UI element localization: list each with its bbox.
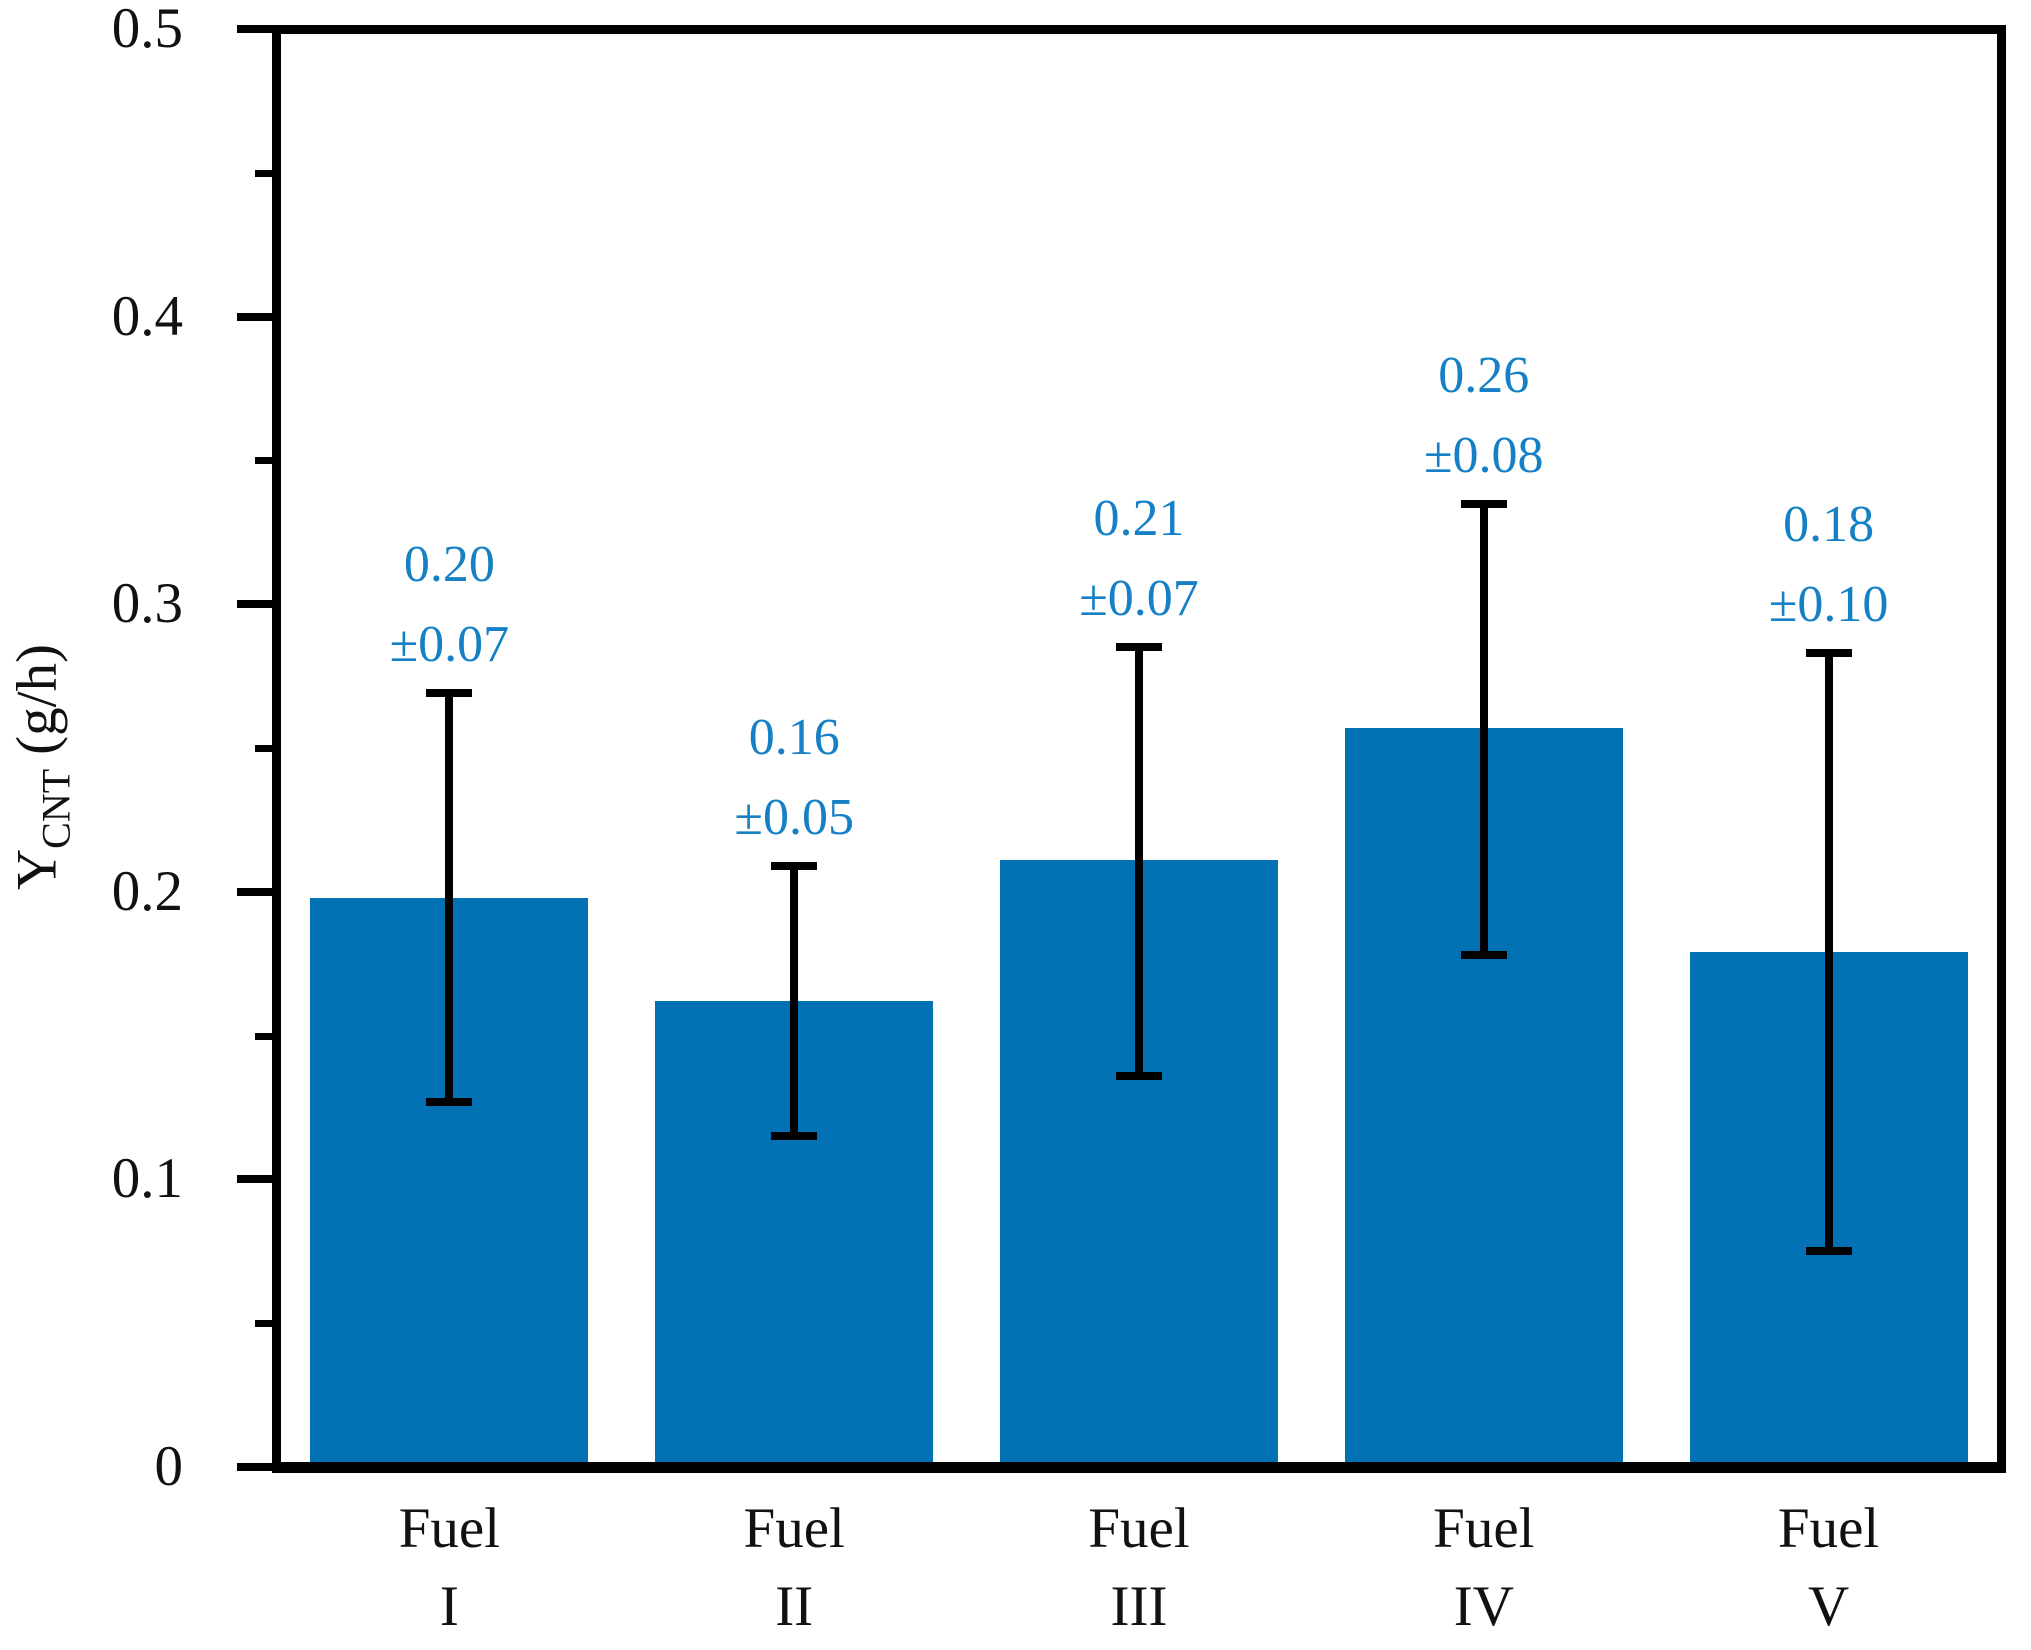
bar-value-label: 0.26 ±0.08 (1312, 336, 1656, 496)
x-category-line2: V (1808, 1575, 1850, 1638)
x-category-line1: Fuel (1433, 1497, 1535, 1560)
bar-value-label: 0.18 ±0.10 (1657, 485, 2001, 645)
bar-value-text: 0.21 (1093, 490, 1185, 548)
y-axis-title-main: Y (5, 848, 69, 890)
x-category-line1: Fuel (743, 1497, 845, 1560)
y-axis-major-tick (237, 600, 273, 609)
bar-value-label: 0.21 ±0.07 (967, 479, 1311, 639)
error-bar-bottom-cap (426, 1097, 473, 1106)
bar-value-label: 0.20 ±0.07 (277, 525, 621, 685)
bar-error-text: ±0.05 (734, 788, 854, 846)
y-axis-minor-tick (255, 457, 273, 465)
error-bar-top-cap (1116, 643, 1162, 652)
y-axis-minor-tick (255, 1032, 273, 1040)
bar-error-text: ±0.08 (1424, 426, 1544, 484)
y-axis-major-tick (237, 1175, 273, 1184)
y-axis-tick-label: 0.1 (111, 1147, 183, 1211)
x-category-label: Fuel IV (1312, 1490, 1656, 1646)
error-bar-bottom-cap (1805, 1247, 1852, 1256)
bar-error-text: ±0.10 (1768, 576, 1889, 634)
error-bar-line (1479, 503, 1488, 956)
x-category-label: Fuel III (967, 1490, 1311, 1646)
y-axis-title: YCNT (g/h) (5, 644, 80, 890)
bar-value-text: 0.26 (1438, 346, 1530, 404)
x-category-line1: Fuel (398, 1497, 501, 1560)
y-axis-minor-tick (255, 745, 273, 752)
error-bar-bottom-cap (771, 1132, 818, 1141)
y-axis-line (272, 25, 281, 1472)
x-category-line2: IV (1453, 1575, 1514, 1638)
error-bar-line (790, 865, 799, 1137)
y-axis-title-subscript: CNT (33, 768, 79, 849)
bar-value-text: 0.16 (748, 708, 840, 766)
bar-error-text: ±0.07 (1079, 570, 1199, 628)
y-axis-title-units: (g/h) (5, 644, 69, 755)
error-bar-top-cap (1460, 499, 1507, 508)
x-category-line2: III (1110, 1575, 1168, 1638)
x-category-line1: Fuel (1777, 1497, 1880, 1560)
y-axis-minor-tick (255, 1320, 273, 1328)
x-axis-line (272, 1462, 2006, 1473)
bar-value-text: 0.18 (1783, 496, 1875, 554)
y-axis-major-tick (237, 25, 273, 33)
y-axis-tick-label: 0 (154, 1435, 184, 1498)
error-bar-line (1135, 647, 1143, 1076)
y-axis-major-tick (237, 1463, 273, 1471)
x-category-label: Fuel I (277, 1490, 621, 1646)
x-category-label: Fuel V (1657, 1490, 2001, 1646)
x-category-label: Fuel II (622, 1490, 966, 1646)
error-bar-top-cap (1805, 649, 1852, 658)
error-bar-bottom-cap (1460, 951, 1507, 960)
y-axis-tick-label: 0.2 (111, 859, 183, 923)
error-bar-line (1824, 653, 1833, 1252)
y-axis-tick-label: 0.3 (111, 572, 183, 636)
error-bar-top-cap (771, 861, 818, 870)
y-axis-major-tick (237, 312, 273, 321)
top-border-line (272, 25, 2006, 34)
y-axis-major-tick (237, 887, 273, 896)
bar-value-text: 0.20 (403, 536, 495, 594)
x-category-line1: Fuel (1088, 1497, 1190, 1560)
x-category-line2: II (775, 1575, 814, 1638)
error-bar-top-cap (426, 689, 473, 698)
right-border-line (1997, 25, 2006, 1472)
bar-error-text: ±0.07 (389, 616, 510, 674)
error-bar-bottom-cap (1116, 1071, 1162, 1080)
y-axis-tick-label: 0.4 (111, 284, 183, 348)
bar-value-label: 0.16 ±0.05 (622, 698, 966, 858)
error-bar-line (445, 693, 454, 1102)
y-axis-minor-tick (255, 169, 273, 177)
y-axis-tick-label: 0.5 (111, 0, 183, 60)
x-category-line2: I (439, 1575, 459, 1638)
